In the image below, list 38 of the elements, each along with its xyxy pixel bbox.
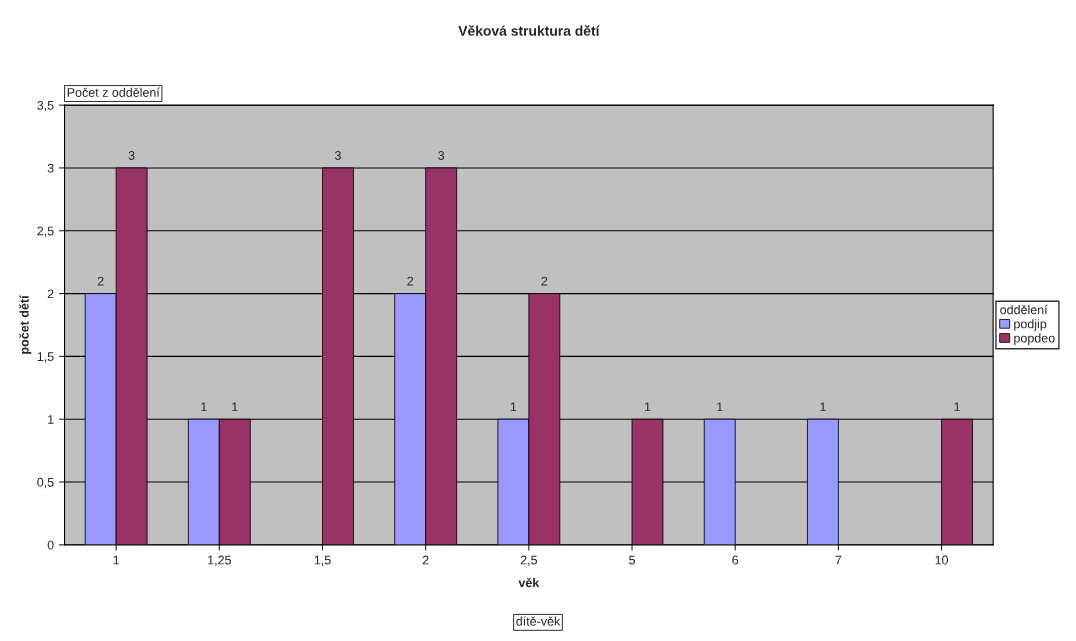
data-label: 3 — [128, 151, 135, 160]
data-label: 1 — [717, 402, 723, 412]
data-label: 2 — [541, 276, 548, 286]
y-tick-label: 1,5 — [37, 352, 54, 363]
data-label: 1 — [820, 402, 826, 412]
data-label: 1 — [954, 402, 960, 412]
text: dítě-věk — [516, 616, 561, 626]
text: Počet z oddělení — [67, 87, 160, 97]
y-axis-title: počet dětí — [19, 295, 32, 354]
y-tick-label: 1 — [48, 415, 54, 424]
x-tick-label: 7 — [835, 555, 842, 565]
data-label: 1 — [510, 402, 517, 412]
y-tick-label: 0 — [47, 540, 54, 550]
x-tick-label: 6 — [732, 555, 739, 565]
x-tick-label: 1 — [113, 555, 120, 565]
data-label: 2 — [97, 276, 104, 286]
data-label: 2 — [407, 276, 414, 286]
y-tick-label: 3,5 — [37, 100, 54, 112]
data-label: 1 — [644, 402, 651, 412]
x-tick-label: 5 — [629, 555, 635, 565]
legend-label: popdeo — [1014, 333, 1055, 345]
y-tick-label: 3 — [47, 163, 54, 173]
legend-label: podjip — [1014, 319, 1047, 331]
data-label: 1 — [201, 402, 207, 412]
y-tick-label: 2 — [47, 289, 54, 299]
y-tick-label: 0,5 — [37, 477, 54, 489]
data-label: 3 — [334, 151, 341, 160]
x-tick-label: 10 — [935, 555, 949, 565]
y-tick-label: 2,5 — [37, 226, 54, 237]
x-tick-label: 1,25 — [208, 555, 231, 566]
data-label: 1 — [232, 402, 238, 412]
data-label: 3 — [438, 151, 445, 160]
x-tick-label: 1,5 — [314, 555, 331, 566]
x-tick-label: 2,5 — [520, 555, 538, 566]
x-axis-title: věk — [518, 577, 540, 588]
x-tick-label: 2 — [422, 555, 429, 565]
chart-title: Věková struktura dětí — [458, 25, 600, 36]
legend-title: oddělení — [1000, 304, 1048, 315]
